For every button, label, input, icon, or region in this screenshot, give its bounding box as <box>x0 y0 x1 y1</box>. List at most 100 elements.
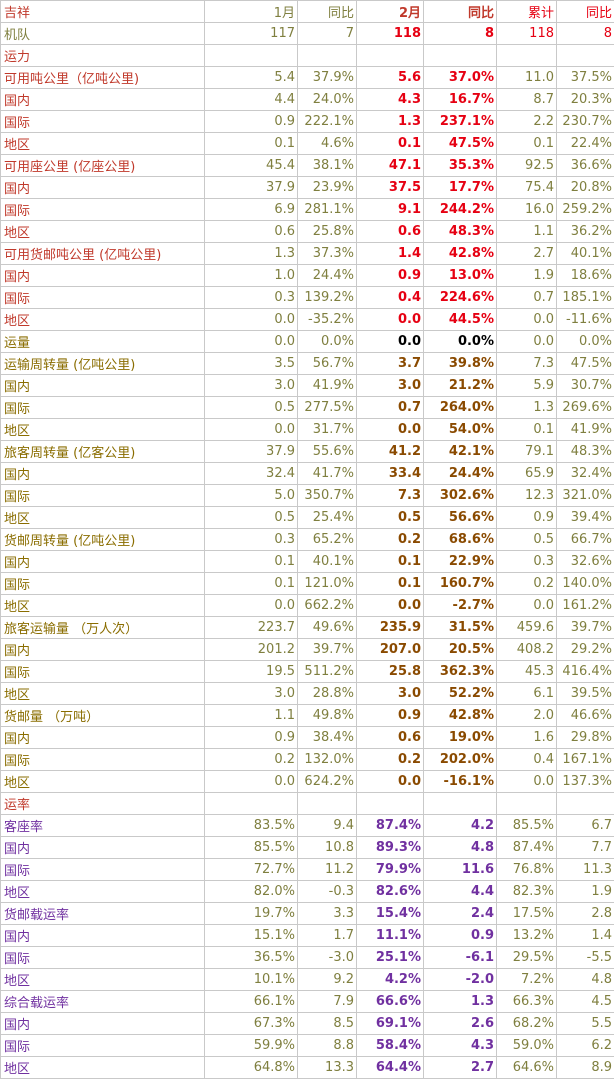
cell-value: 0.5 <box>204 396 298 419</box>
cell-value: 4.8 <box>423 836 497 859</box>
cell-value: 5.4 <box>204 66 298 89</box>
cell-value: 82.0% <box>204 880 298 903</box>
cell-value: 408.2 <box>496 638 557 661</box>
row-label: 地区 <box>0 770 205 793</box>
cell-value: 7.3 <box>496 352 557 375</box>
cell-value: 24.4% <box>423 462 497 485</box>
cell-value: 83.5% <box>204 814 298 837</box>
cell-value: 42.1% <box>423 440 497 463</box>
cell-value: 56.6% <box>423 506 497 529</box>
cell-value: 9.2 <box>297 968 357 991</box>
section-capacity: 运力 <box>0 44 614 67</box>
cell-value: 37.9 <box>204 440 298 463</box>
cell-value: 6.9 <box>204 198 298 221</box>
cell-value: 0.7 <box>496 286 557 309</box>
cell-value: 1.3 <box>204 242 298 265</box>
cell-value <box>297 792 357 815</box>
cell-value: 139.2% <box>297 286 357 309</box>
cell-value: 22.4% <box>556 132 614 155</box>
cell-value: 18.6% <box>556 264 614 287</box>
cell-value: 0.3 <box>204 528 298 551</box>
cell-value: 0.1 <box>496 418 557 441</box>
table-row: 国内 37.9 23.9% 37.5 17.7% 75.4 20.8% <box>0 176 614 199</box>
row-label: 国际 <box>0 946 205 969</box>
cell-value: 1.4 <box>556 924 614 947</box>
cell-value: 259.2% <box>556 198 614 221</box>
cell-value: 3.5 <box>204 352 298 375</box>
cell-value: 22.9% <box>423 550 497 573</box>
cell-value: 118 <box>356 22 424 45</box>
cell-value: 45.3 <box>496 660 557 683</box>
table-row: 旅客运输量 （万人次） 223.7 49.6% 235.9 31.5% 459.6 39.7… <box>0 616 614 639</box>
row-label: 机队 <box>0 22 205 45</box>
cell-value: -35.2% <box>297 308 357 331</box>
cell-value: 3.0 <box>356 374 424 397</box>
cell-value: 79.9% <box>356 858 424 881</box>
cell-value: 0.2 <box>204 748 298 771</box>
cell-value <box>356 44 424 67</box>
row-label: 国际 <box>0 198 205 221</box>
cell-value: 1.9 <box>496 264 557 287</box>
cell-value: 66.7% <box>556 528 614 551</box>
cell-value: 0.0 <box>204 770 298 793</box>
cell-value: 92.5 <box>496 154 557 177</box>
cell-value: 64.8% <box>204 1056 298 1079</box>
cell-value: 4.3 <box>356 88 424 111</box>
cell-value: 4.2 <box>423 814 497 837</box>
table-row: 货邮载运率 19.7% 3.3 15.4% 2.4 17.5% 2.8 <box>0 902 614 925</box>
cell-value: 33.4 <box>356 462 424 485</box>
row-label: 客座率 <box>0 814 205 837</box>
cell-value: 15.4% <box>356 902 424 925</box>
cell-value: 2.8 <box>556 902 614 925</box>
row-label: 地区 <box>0 968 205 991</box>
cell-value: 42.8% <box>423 242 497 265</box>
cell-value: -2.0 <box>423 968 497 991</box>
row-label: 国内 <box>0 924 205 947</box>
cell-value: 224.6% <box>423 286 497 309</box>
cell-value: 6.7 <box>556 814 614 837</box>
cell-value: 35.3% <box>423 154 497 177</box>
cell-value: 0.9 <box>423 924 497 947</box>
cell-value: 64.6% <box>496 1056 557 1079</box>
table-row: 国际 6.9 281.1% 9.1 244.2% 16.0 259.2% <box>0 198 614 221</box>
row-label: 地区 <box>0 506 205 529</box>
cell-value: 2月 <box>356 0 424 23</box>
cell-value: 7.3 <box>356 484 424 507</box>
cell-value: 137.3% <box>556 770 614 793</box>
row-label: 可用货邮吨公里 (亿吨公里) <box>0 242 205 265</box>
cell-value: 7 <box>297 22 357 45</box>
cell-value: 0.7 <box>356 396 424 419</box>
cell-value: 42.8% <box>423 704 497 727</box>
cell-value: 1.3 <box>356 110 424 133</box>
cell-value: 39.7% <box>556 616 614 639</box>
row-label: 国内 <box>0 836 205 859</box>
cell-value: 2.2 <box>496 110 557 133</box>
row-label: 国内 <box>0 264 205 287</box>
table-row: 国内 0.1 40.1% 0.1 22.9% 0.3 32.6% <box>0 550 614 573</box>
cell-value: 56.7% <box>297 352 357 375</box>
cell-value: 140.0% <box>556 572 614 595</box>
cell-value: 28.8% <box>297 682 357 705</box>
row-label: 国际 <box>0 396 205 419</box>
cell-value: -5.5 <box>556 946 614 969</box>
cell-value: 29.2% <box>556 638 614 661</box>
cell-value: 3.7 <box>356 352 424 375</box>
cell-value: 201.2 <box>204 638 298 661</box>
table-row: 国内 32.4 41.7% 33.4 24.4% 65.9 32.4% <box>0 462 614 485</box>
row-label: 国内 <box>0 176 205 199</box>
row-label: 综合载运率 <box>0 990 205 1013</box>
cell-value: 39.7% <box>297 638 357 661</box>
cell-value: 24.4% <box>297 264 357 287</box>
cell-value: 1.0 <box>204 264 298 287</box>
cell-value <box>496 792 557 815</box>
cell-value: 52.2% <box>423 682 497 705</box>
cell-value: 0.0 <box>204 308 298 331</box>
cell-value: 167.1% <box>556 748 614 771</box>
cell-value: 4.4 <box>204 88 298 111</box>
cell-value: 0.0 <box>204 418 298 441</box>
cell-value: 47.1 <box>356 154 424 177</box>
cell-value: 40.1% <box>297 550 357 573</box>
cell-value: 160.7% <box>423 572 497 595</box>
table-row: 旅客周转量 (亿客公里) 37.9 55.6% 41.2 42.1% 79.1 48.3% <box>0 440 614 463</box>
cell-value: 7.2% <box>496 968 557 991</box>
